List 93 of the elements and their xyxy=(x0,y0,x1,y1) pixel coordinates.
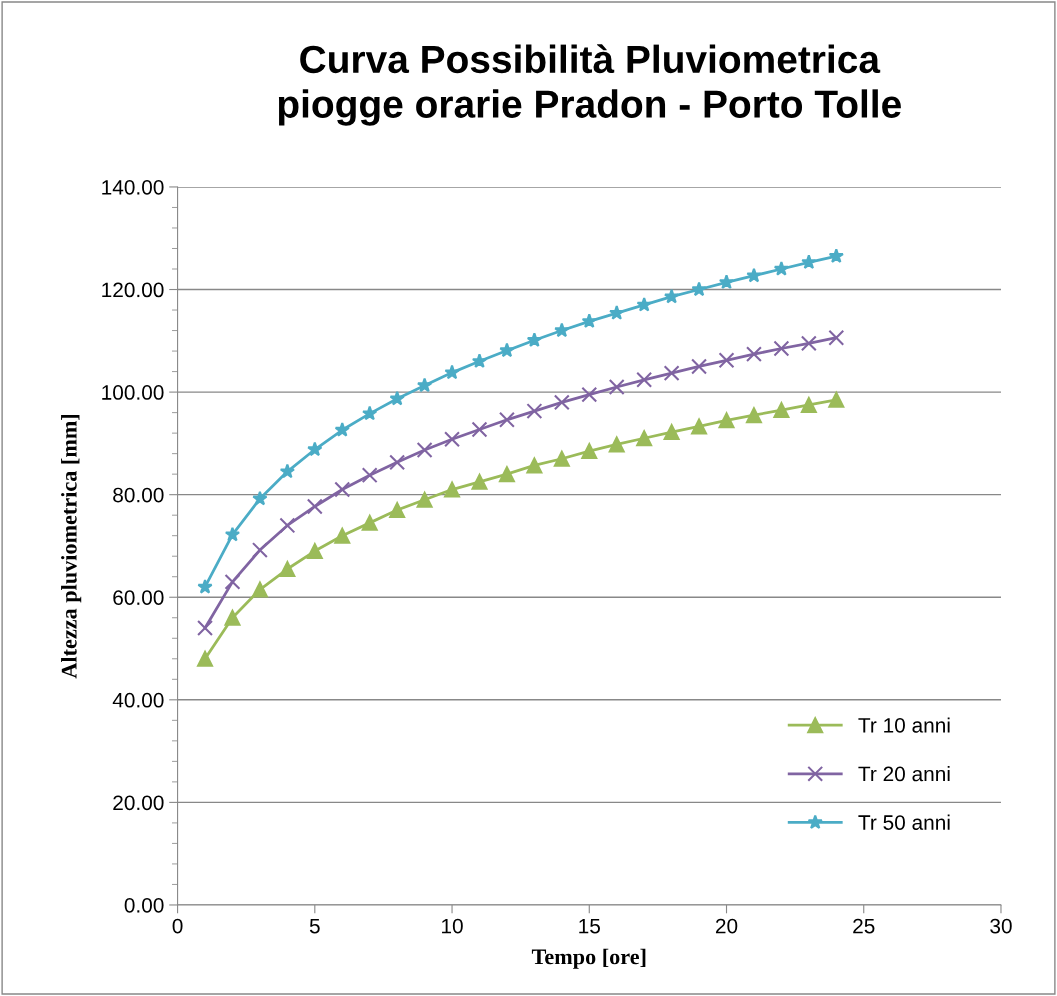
point xyxy=(251,581,268,598)
legend-label: Tr 20 anni xyxy=(858,766,950,782)
point xyxy=(334,527,351,544)
point xyxy=(252,490,268,506)
point xyxy=(471,353,488,368)
point xyxy=(608,378,625,395)
point xyxy=(361,514,378,531)
x-tick-label: 30 xyxy=(990,918,1012,934)
point xyxy=(828,391,845,408)
x-tick-label: 25 xyxy=(853,918,875,934)
point xyxy=(609,305,625,320)
point xyxy=(800,335,817,352)
point xyxy=(279,517,296,534)
y-tick-label: 120.00 xyxy=(102,282,164,298)
point xyxy=(224,526,241,542)
x-tick-label: 0 xyxy=(172,918,183,934)
point xyxy=(636,296,652,312)
point xyxy=(581,386,598,403)
point xyxy=(718,352,735,369)
point xyxy=(306,543,323,560)
point xyxy=(362,405,378,421)
point xyxy=(773,261,790,276)
point xyxy=(444,364,460,380)
point xyxy=(636,371,653,388)
point xyxy=(251,542,268,559)
y-tick-label: 80.00 xyxy=(113,487,164,503)
point xyxy=(636,430,653,447)
point xyxy=(581,313,597,328)
point xyxy=(691,358,708,375)
y-tick-label: 140.00 xyxy=(102,179,164,195)
x-tick-label: 5 xyxy=(309,918,320,934)
x-tick-label: 15 xyxy=(579,918,600,934)
point xyxy=(553,394,570,411)
point xyxy=(828,248,844,263)
x-tick-label: 10 xyxy=(442,918,463,934)
legend-label: Tr 50 anni xyxy=(858,814,950,830)
point xyxy=(224,609,241,626)
point xyxy=(691,281,707,297)
point xyxy=(745,346,762,363)
point xyxy=(444,431,461,448)
point xyxy=(828,329,845,346)
y-axis-title: Altezza pluviometrica [mm] xyxy=(61,414,82,679)
y-tick-label: 60.00 xyxy=(113,590,164,605)
point xyxy=(746,267,762,283)
point xyxy=(279,561,296,578)
y-tick-label: 20.00 xyxy=(113,795,164,811)
point xyxy=(416,491,433,508)
point xyxy=(471,421,488,438)
point xyxy=(389,454,406,471)
point xyxy=(334,481,351,498)
point xyxy=(526,457,543,474)
point xyxy=(745,407,762,424)
point xyxy=(279,463,296,479)
point xyxy=(498,411,515,428)
point xyxy=(800,396,817,413)
point xyxy=(197,650,214,667)
point xyxy=(224,573,241,590)
y-tick-label: 40.00 xyxy=(112,692,164,708)
x-tick-label: 20 xyxy=(715,918,738,934)
point xyxy=(498,466,515,483)
point xyxy=(416,442,433,459)
point xyxy=(663,424,680,441)
point xyxy=(553,450,570,467)
point xyxy=(718,274,735,289)
point xyxy=(773,340,790,357)
legend-label: Tr 10 anni xyxy=(858,717,950,733)
point xyxy=(718,412,735,429)
point xyxy=(554,322,570,338)
point xyxy=(581,443,598,460)
point xyxy=(608,436,625,453)
point xyxy=(663,288,680,304)
y-tick-label: 0.00 xyxy=(124,897,164,913)
point xyxy=(801,254,817,269)
point xyxy=(444,481,461,498)
point xyxy=(389,502,406,519)
x-axis-title: Tempo [ore] xyxy=(531,948,646,969)
point xyxy=(197,579,213,594)
point xyxy=(663,365,680,382)
point xyxy=(361,467,378,484)
point xyxy=(334,422,350,437)
point xyxy=(499,342,515,358)
point xyxy=(416,377,433,393)
point xyxy=(773,402,790,419)
point xyxy=(306,498,323,515)
y-tick-label: 100.00 xyxy=(102,385,164,400)
point xyxy=(471,473,488,490)
point xyxy=(389,390,405,406)
chart-title: Curva Possibilità Pluviometrica piogge orarie Pradon - Porto Tolle xyxy=(278,44,901,126)
point xyxy=(197,620,214,636)
point xyxy=(526,332,543,347)
point xyxy=(526,403,543,420)
point xyxy=(691,418,708,435)
point xyxy=(307,441,323,457)
